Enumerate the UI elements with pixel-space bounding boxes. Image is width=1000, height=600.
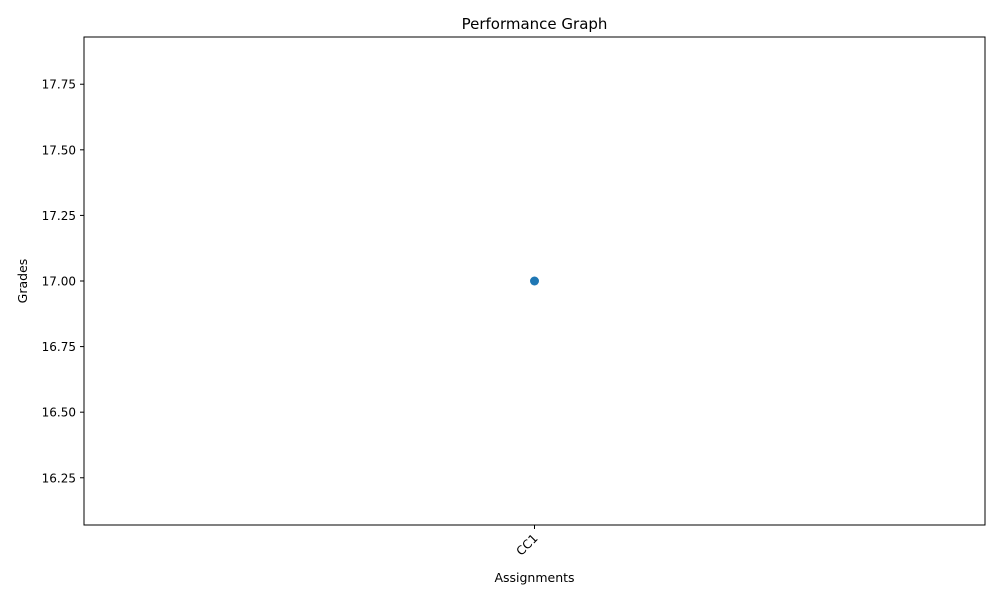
x-axis-ticks: CC1 (513, 525, 541, 558)
y-tick-label: 16.50 (42, 406, 76, 420)
series-layer (530, 276, 539, 286)
y-tick-label: 17.50 (42, 143, 76, 157)
y-tick-label: 17.25 (42, 209, 76, 223)
data-point (530, 276, 539, 286)
y-axis-ticks: 16.25 16.50 16.75 17.00 17.25 17.50 17.75 (42, 78, 84, 485)
y-axis-label: Grades (15, 259, 30, 304)
y-tick-label: 17.75 (42, 78, 76, 92)
x-axis-label: Assignments (494, 570, 574, 585)
chart-title: Performance Graph (462, 15, 608, 33)
y-tick-label: 17.00 (42, 275, 76, 289)
y-tick-label: 16.25 (42, 471, 76, 485)
x-tick-label: CC1 (513, 531, 540, 558)
y-tick-label: 16.75 (42, 340, 76, 354)
